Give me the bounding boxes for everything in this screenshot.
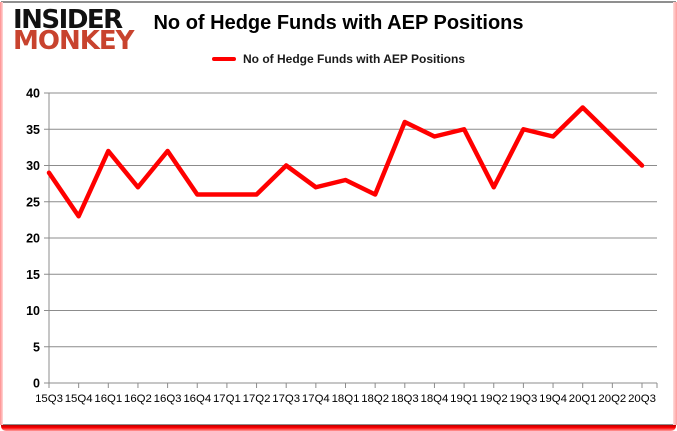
svg-text:18Q2: 18Q2: [361, 393, 389, 405]
svg-text:30: 30: [26, 159, 40, 173]
svg-text:40: 40: [26, 87, 40, 101]
insider-monkey-logo: INSIDER MONKEY: [13, 5, 134, 56]
logo-text-monkey: MONKEY: [13, 26, 134, 56]
svg-text:5: 5: [33, 340, 40, 354]
svg-text:18Q4: 18Q4: [421, 393, 449, 405]
svg-text:18Q3: 18Q3: [391, 393, 419, 405]
svg-text:19Q3: 19Q3: [509, 393, 537, 405]
legend-line-swatch: [211, 56, 236, 62]
svg-text:16Q4: 16Q4: [183, 393, 211, 405]
red-glow-bottom: [1, 425, 676, 431]
legend-label: No of Hedge Funds with AEP Positions: [242, 52, 465, 66]
svg-text:19Q2: 19Q2: [480, 393, 508, 405]
svg-text:16Q3: 16Q3: [154, 393, 182, 405]
svg-text:35: 35: [26, 123, 40, 137]
svg-text:16Q1: 16Q1: [94, 393, 122, 405]
svg-text:17Q2: 17Q2: [243, 393, 271, 405]
svg-text:10: 10: [26, 304, 40, 318]
svg-text:19Q1: 19Q1: [450, 393, 478, 405]
svg-text:20: 20: [26, 232, 40, 246]
svg-text:16Q2: 16Q2: [124, 393, 152, 405]
svg-text:15Q3: 15Q3: [35, 393, 63, 405]
svg-text:0: 0: [33, 377, 40, 391]
svg-text:19Q4: 19Q4: [539, 393, 567, 405]
logo-text-insider: INSIDER: [13, 5, 123, 35]
svg-text:20Q1: 20Q1: [569, 393, 597, 405]
page-title: No of Hedge Funds with AEP Positions: [153, 12, 524, 34]
svg-text:25: 25: [26, 195, 40, 209]
svg-text:17Q3: 17Q3: [272, 393, 300, 405]
red-glow-left: [0, 2, 3, 425]
legend: No of Hedge Funds with AEP Positions: [0, 52, 677, 66]
svg-text:20Q2: 20Q2: [598, 393, 626, 405]
red-glow-right: [673, 2, 677, 425]
svg-text:15Q4: 15Q4: [65, 393, 93, 405]
svg-text:20Q3: 20Q3: [628, 393, 656, 405]
svg-text:17Q4: 17Q4: [302, 393, 330, 405]
svg-text:17Q1: 17Q1: [213, 393, 241, 405]
svg-text:18Q1: 18Q1: [332, 393, 360, 405]
svg-text:15: 15: [26, 268, 40, 282]
